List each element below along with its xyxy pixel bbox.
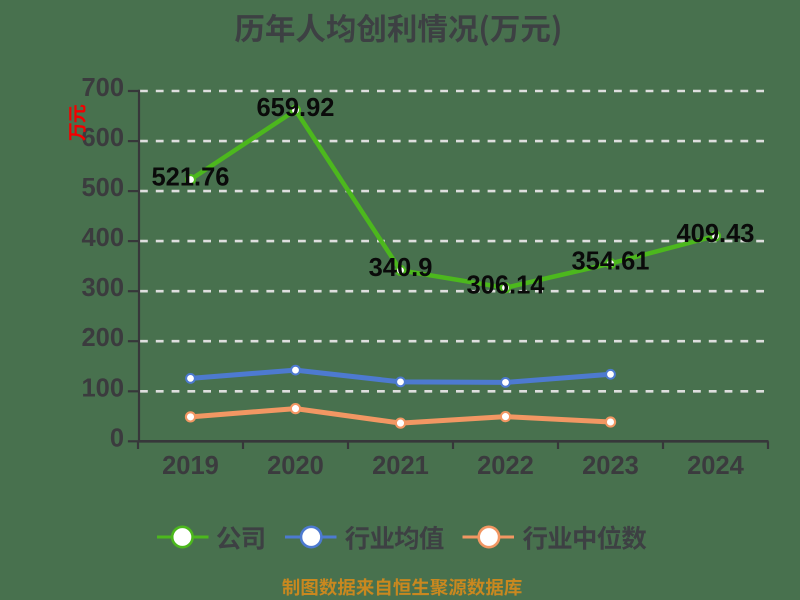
svg-text:2022: 2022 — [477, 452, 534, 480]
svg-text:200: 200 — [81, 324, 124, 352]
svg-text:300: 300 — [81, 274, 124, 302]
svg-text:2020: 2020 — [267, 452, 324, 480]
svg-text:2019: 2019 — [162, 452, 219, 480]
svg-text:400: 400 — [81, 224, 124, 252]
svg-text:100: 100 — [81, 374, 124, 402]
svg-text:340.9: 340.9 — [369, 254, 433, 282]
svg-text:2023: 2023 — [582, 452, 639, 480]
svg-text:0: 0 — [110, 424, 124, 452]
svg-text:354.61: 354.61 — [572, 247, 650, 275]
svg-text:500: 500 — [81, 174, 124, 202]
svg-text:659.92: 659.92 — [257, 94, 335, 122]
svg-text:2021: 2021 — [372, 452, 429, 480]
svg-text:600: 600 — [81, 124, 124, 152]
svg-text:306.14: 306.14 — [467, 272, 546, 300]
svg-text:700: 700 — [81, 74, 124, 102]
svg-text:409.43: 409.43 — [677, 220, 755, 248]
svg-text:2024: 2024 — [687, 452, 745, 480]
svg-text:521.76: 521.76 — [152, 163, 230, 191]
